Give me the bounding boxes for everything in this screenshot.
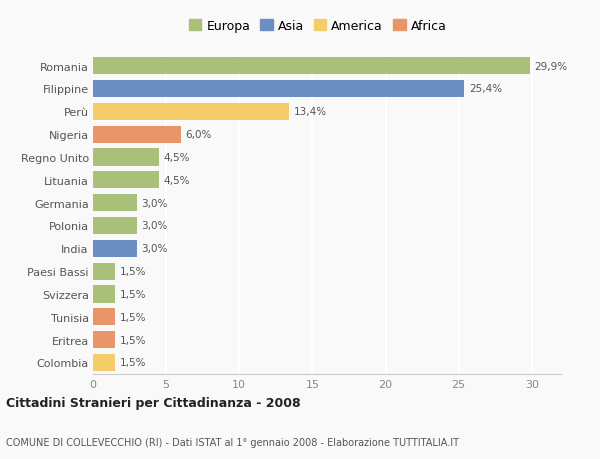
Text: 29,9%: 29,9% xyxy=(535,62,568,72)
Text: 3,0%: 3,0% xyxy=(141,221,167,231)
Text: 1,5%: 1,5% xyxy=(119,267,146,276)
Bar xyxy=(93,81,464,98)
Bar xyxy=(93,149,159,166)
Text: 25,4%: 25,4% xyxy=(469,84,502,94)
Text: 1,5%: 1,5% xyxy=(119,358,146,368)
Bar xyxy=(93,218,137,235)
Bar xyxy=(93,263,115,280)
Text: 13,4%: 13,4% xyxy=(293,107,326,117)
Text: 6,0%: 6,0% xyxy=(185,130,212,140)
Bar xyxy=(93,286,115,303)
Bar xyxy=(93,172,159,189)
Bar xyxy=(93,308,115,326)
Bar xyxy=(93,354,115,371)
Text: 1,5%: 1,5% xyxy=(119,335,146,345)
Text: 1,5%: 1,5% xyxy=(119,312,146,322)
Bar xyxy=(93,103,289,121)
Bar xyxy=(93,331,115,348)
Text: 4,5%: 4,5% xyxy=(163,153,190,162)
Text: 3,0%: 3,0% xyxy=(141,244,167,254)
Text: 1,5%: 1,5% xyxy=(119,289,146,299)
Text: 4,5%: 4,5% xyxy=(163,175,190,185)
Text: Cittadini Stranieri per Cittadinanza - 2008: Cittadini Stranieri per Cittadinanza - 2… xyxy=(6,396,301,409)
Bar xyxy=(93,126,181,143)
Bar xyxy=(93,58,530,75)
Text: 3,0%: 3,0% xyxy=(141,198,167,208)
Text: COMUNE DI COLLEVECCHIO (RI) - Dati ISTAT al 1° gennaio 2008 - Elaborazione TUTTI: COMUNE DI COLLEVECCHIO (RI) - Dati ISTAT… xyxy=(6,437,459,447)
Bar xyxy=(93,240,137,257)
Bar xyxy=(93,195,137,212)
Legend: Europa, Asia, America, Africa: Europa, Asia, America, Africa xyxy=(189,20,446,33)
